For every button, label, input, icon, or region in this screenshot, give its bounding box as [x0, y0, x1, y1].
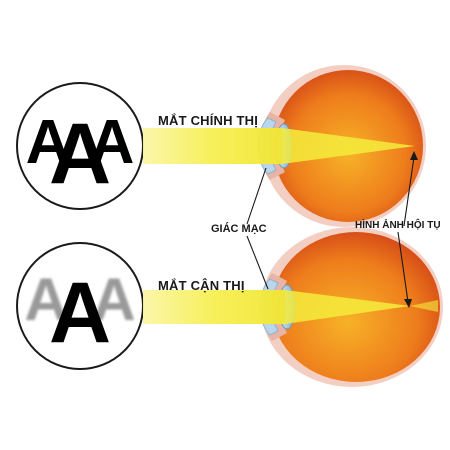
- letter-a-right-blurred: A: [92, 266, 135, 333]
- image-pointer-bottom: [397, 231, 409, 303]
- letter-a-center-sharp: A: [49, 265, 111, 361]
- image-pointer-top: [403, 156, 415, 227]
- diverging-beam-myopic: [410, 300, 438, 312]
- refracted-beam-normal: [282, 128, 415, 164]
- letter-a-center: A: [49, 106, 111, 202]
- cornea-pointer-bottom: [246, 235, 269, 290]
- light-beam-normal: [143, 128, 415, 164]
- label-cornea: GIÁC MẠC: [211, 223, 267, 235]
- label-myopic-eye: MẮT CẬN THỊ: [158, 278, 245, 293]
- letter-a-left-blurred: A: [24, 266, 67, 333]
- cornea-pointer-top: [246, 167, 267, 225]
- object-circle-myopic: A A A: [16, 242, 144, 370]
- image-pointer-top-arrow: [410, 151, 418, 160]
- letter-a-left: A: [26, 108, 71, 177]
- light-beam-myopic: [143, 290, 438, 324]
- label-normal-eye: MẮT CHÍNH THỊ: [158, 113, 259, 128]
- image-pointer-bottom-arrow: [404, 299, 412, 308]
- label-retinal-image: HÌNH ẢNH HỘI TỤ: [355, 220, 441, 231]
- pointer-lines: [246, 156, 415, 303]
- letter-a-right: A: [90, 108, 135, 177]
- object-circle-normal: A A A: [16, 82, 144, 210]
- refracted-beam-myopic: [285, 290, 410, 324]
